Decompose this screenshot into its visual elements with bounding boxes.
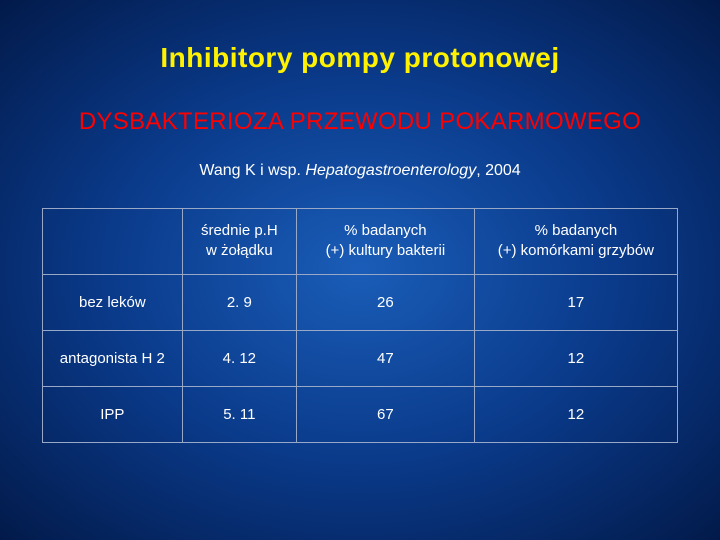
table-row: bez leków 2. 9 26 17 [43, 274, 678, 330]
cell-bacteria: 26 [296, 274, 474, 330]
cell-fungi: 17 [474, 274, 677, 330]
row-label: IPP [43, 386, 183, 442]
col-header-ph-line1: średnie p.H [189, 221, 290, 241]
col-header-fungi-line2: (+) komórkami grzybów [481, 241, 671, 261]
col-header-fungi: % badanych (+) komórkami grzybów [474, 209, 677, 275]
col-header-bacteria-line1: % badanych [303, 221, 468, 241]
citation-journal: Hepatogastroenterology [305, 162, 476, 179]
col-header-ph-line2: w żołądku [189, 241, 290, 261]
citation: Wang K i wsp. Hepatogastroenterology, 20… [0, 162, 720, 180]
col-header-empty [43, 209, 183, 275]
col-header-fungi-line1: % badanych [481, 221, 671, 241]
cell-ph: 5. 11 [182, 386, 296, 442]
table-row: antagonista H 2 4. 12 47 12 [43, 330, 678, 386]
cell-fungi: 12 [474, 330, 677, 386]
col-header-bacteria-line2: (+) kultury bakterii [303, 241, 468, 261]
cell-bacteria: 67 [296, 386, 474, 442]
row-label: bez leków [43, 274, 183, 330]
citation-prefix: Wang K i wsp. [199, 162, 305, 179]
page-title: Inhibitory pompy protonowej [0, 0, 720, 74]
col-header-bacteria: % badanych (+) kultury bakterii [296, 209, 474, 275]
col-header-ph: średnie p.H w żołądku [182, 209, 296, 275]
table-header-row: średnie p.H w żołądku % badanych (+) kul… [43, 209, 678, 275]
data-table: średnie p.H w żołądku % badanych (+) kul… [42, 208, 678, 443]
cell-bacteria: 47 [296, 330, 474, 386]
citation-suffix: , 2004 [476, 162, 520, 179]
data-table-container: średnie p.H w żołądku % badanych (+) kul… [42, 208, 678, 443]
table-row: IPP 5. 11 67 12 [43, 386, 678, 442]
cell-ph: 4. 12 [182, 330, 296, 386]
cell-fungi: 12 [474, 386, 677, 442]
row-label: antagonista H 2 [43, 330, 183, 386]
cell-ph: 2. 9 [182, 274, 296, 330]
page-subtitle: DYSBAKTERIOZA PRZEWODU POKARMOWEGO [0, 108, 720, 136]
